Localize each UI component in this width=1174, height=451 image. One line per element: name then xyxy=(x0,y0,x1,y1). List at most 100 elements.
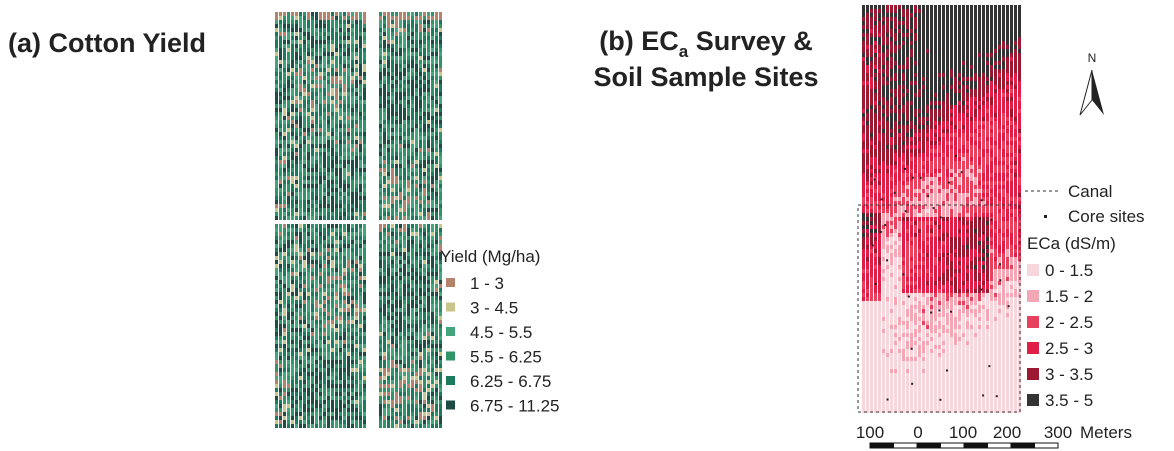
yield-cell xyxy=(423,36,426,40)
eca-cell xyxy=(866,137,869,141)
yield-cell xyxy=(439,272,442,276)
eca-cell xyxy=(866,121,869,125)
yield-cell xyxy=(291,320,294,324)
yield-cell xyxy=(411,112,414,116)
yield-cell xyxy=(315,80,318,84)
yield-cell xyxy=(331,76,334,80)
yield-cell xyxy=(331,92,334,96)
eca-cell xyxy=(882,301,885,305)
yield-cell xyxy=(287,164,290,168)
yield-cell xyxy=(423,308,426,312)
yield-cell xyxy=(387,148,390,152)
eca-cell xyxy=(894,309,897,313)
yield-cell xyxy=(327,108,330,112)
yield-cell xyxy=(415,44,418,48)
yield-cell xyxy=(431,356,434,360)
yield-cell xyxy=(399,408,402,412)
yield-cell xyxy=(347,228,350,232)
yield-cell xyxy=(339,184,342,188)
yield-cell xyxy=(415,304,418,308)
yield-cell xyxy=(423,408,426,412)
yield-cell xyxy=(291,300,294,304)
yield-cell xyxy=(279,208,282,212)
yield-cell xyxy=(435,188,438,192)
eca-cell xyxy=(890,173,893,177)
yield-cell xyxy=(379,384,382,388)
eca-cell xyxy=(886,125,889,129)
yield-cell xyxy=(435,84,438,88)
yield-cell xyxy=(303,288,306,292)
yield-cell xyxy=(427,320,430,324)
eca-cell xyxy=(894,185,897,189)
eca-cell xyxy=(870,149,873,153)
yield-cell xyxy=(419,320,422,324)
eca-cell xyxy=(878,309,881,313)
yield-cell xyxy=(275,44,278,48)
yield-cell xyxy=(435,256,438,260)
yield-cell xyxy=(379,288,382,292)
yield-cell xyxy=(359,24,362,28)
yield-cell xyxy=(415,232,418,236)
eca-cell xyxy=(882,37,885,41)
yield-cell xyxy=(387,100,390,104)
yield-cell xyxy=(379,84,382,88)
yield-cell xyxy=(323,128,326,132)
yield-cell xyxy=(275,188,278,192)
yield-cell xyxy=(319,376,322,380)
yield-cell xyxy=(363,104,366,108)
eca-cell xyxy=(866,153,869,157)
yield-cell xyxy=(335,48,338,52)
yield-cell xyxy=(319,400,322,404)
yield-cell xyxy=(439,184,442,188)
yield-cell xyxy=(335,76,338,80)
yield-cell xyxy=(283,412,286,416)
eca-cell xyxy=(878,285,881,289)
yield-cell xyxy=(419,96,422,100)
yield-cell xyxy=(291,348,294,352)
eca-cell xyxy=(866,149,869,153)
yield-cell xyxy=(331,188,334,192)
yield-cell xyxy=(319,304,322,308)
eca-cell xyxy=(866,45,869,49)
yield-cell xyxy=(307,12,310,16)
eca-cell xyxy=(878,49,881,53)
yield-cell xyxy=(383,160,386,164)
yield-cell xyxy=(291,256,294,260)
yield-cell xyxy=(291,276,294,280)
yield-cell xyxy=(299,24,302,28)
yield-cell xyxy=(307,184,310,188)
eca-cell xyxy=(898,65,901,69)
yield-cell xyxy=(303,168,306,172)
yield-cell xyxy=(295,232,298,236)
yield-cell xyxy=(363,420,366,424)
yield-cell xyxy=(339,172,342,176)
yield-cell xyxy=(291,180,294,184)
yield-cell xyxy=(319,100,322,104)
yield-cell xyxy=(355,96,358,100)
yield-cell xyxy=(275,348,278,352)
yield-cell xyxy=(435,384,438,388)
yield-cell xyxy=(291,280,294,284)
yield-cell xyxy=(283,12,286,16)
yield-cell xyxy=(399,284,402,288)
eca-cell xyxy=(890,85,893,89)
yield-cell xyxy=(327,164,330,168)
eca-cell xyxy=(894,245,897,249)
eca-cell xyxy=(890,185,893,189)
yield-cell xyxy=(407,208,410,212)
yield-cell xyxy=(323,264,326,268)
yield-cell xyxy=(435,72,438,76)
yield-cell xyxy=(339,96,342,100)
yield-cell xyxy=(411,124,414,128)
yield-cell xyxy=(303,184,306,188)
yield-cell xyxy=(307,176,310,180)
yield-cell xyxy=(291,196,294,200)
eca-cell xyxy=(898,97,901,101)
yield-cell xyxy=(423,280,426,284)
yield-cell xyxy=(275,104,278,108)
yield-cell xyxy=(275,236,278,240)
yield-cell xyxy=(419,384,422,388)
yield-cell xyxy=(275,240,278,244)
eca-cell xyxy=(882,405,885,409)
yield-cell xyxy=(411,148,414,152)
